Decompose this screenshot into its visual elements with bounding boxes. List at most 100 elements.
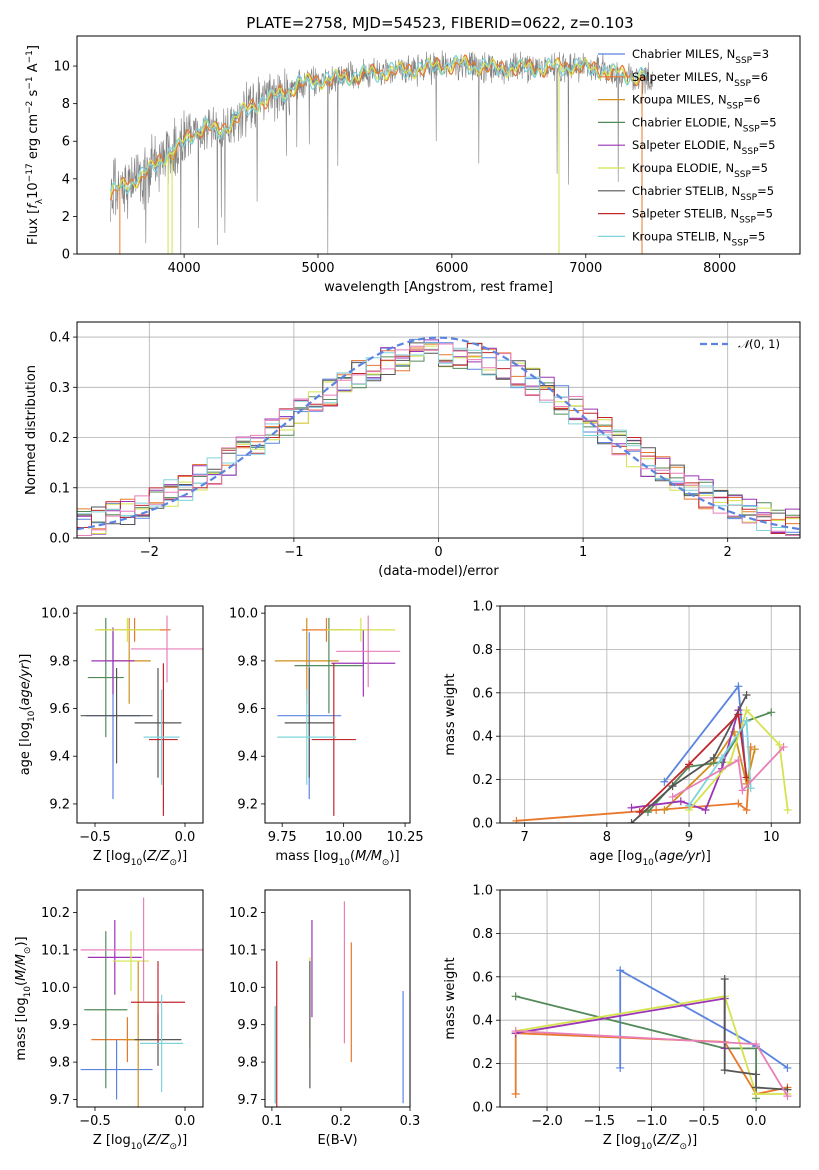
weight-marker [752, 1083, 761, 1092]
y-tick-label: 10.2 [41, 906, 70, 921]
weight_vs_Z-series [511, 966, 792, 1103]
mass_vs_ebv-axes [261, 912, 411, 1111]
y-tick-label: 10.2 [229, 906, 258, 921]
weight-marker [746, 784, 755, 793]
weight_vs_age-ylabel: mass weight [443, 673, 458, 755]
y-tick-label: 9.4 [49, 750, 70, 765]
observed-spectrum [110, 50, 653, 254]
x-tick-label: −2.0 [531, 1114, 563, 1129]
mass_vs_ebv-points [274, 901, 404, 1107]
age_vs_Z-frame [76, 605, 204, 824]
weight-marker [783, 1063, 792, 1072]
y-tick-label: 9.7 [49, 1093, 70, 1108]
x-tick-label: −1 [284, 545, 303, 560]
y-tick-label: 10.0 [41, 607, 70, 622]
histogram-steps [77, 336, 800, 536]
weight-line [688, 718, 752, 807]
spectrum-ylabel: Flux [fλ10−17 erg cm−2 s−1 A−1] [25, 45, 45, 245]
weight-marker [512, 816, 521, 823]
y-tick-label: 9.8 [237, 654, 258, 669]
weight-marker [734, 756, 743, 765]
y-tick-label: 10.1 [41, 943, 70, 958]
y-tick-label: 2 [62, 210, 70, 225]
legend-entry: Kroupa STELIB, NSSP=5 [632, 229, 765, 248]
x-tick-label: 7000 [569, 261, 602, 276]
mass-vs-Z-xlabel: Z [log10(Z/Z⊙)] [93, 1133, 187, 1152]
weight_vs_age-frame [499, 605, 801, 824]
y-tick-label: 10.0 [229, 981, 258, 996]
normal-curve [77, 336, 800, 531]
weight_vs_Z-frame [499, 889, 801, 1108]
x-tick-label: 0.0 [175, 1114, 196, 1129]
weight-marker [742, 706, 751, 715]
x-tick-label: 9.75 [268, 830, 297, 845]
mass-vs-Z-ylabel: mass [log10(M/M⊙)] [14, 936, 33, 1060]
weight-marker [511, 1089, 520, 1098]
y-tick-label: 9.9 [49, 1018, 70, 1033]
weight-marker [627, 819, 636, 823]
y-tick-label: 0.0 [472, 817, 493, 832]
legend-entry: Chabrier STELIB, NSSP=5 [632, 184, 774, 203]
y-tick-label: 8 [62, 97, 70, 112]
age_vs_mass-frame [264, 605, 411, 824]
weight-marker [635, 808, 644, 817]
weight-marker [752, 1040, 761, 1049]
y-tick-label: 6 [62, 135, 70, 150]
weight-marker [783, 805, 792, 814]
y-tick-label: 9.8 [49, 1056, 70, 1071]
figure-title: PLATE=2758, MJD=54523, FIBERID=0622, z=0… [246, 14, 633, 32]
age_vs_Z-points [80, 615, 203, 816]
y-tick-label: 0.2 [472, 773, 493, 788]
x-tick-label: −0.5 [688, 1114, 720, 1129]
weight-marker [717, 753, 726, 762]
y-tick-label: 10 [53, 60, 70, 75]
y-tick-label: 9.9 [237, 1018, 258, 1033]
y-tick-label: 9.7 [237, 1093, 258, 1108]
weight-marker [742, 690, 751, 699]
x-tick-label: 1 [579, 545, 587, 560]
weight-marker [779, 743, 788, 752]
x-tick-label: 2 [724, 545, 732, 560]
weight-marker [738, 786, 747, 795]
x-tick-label: 5000 [301, 261, 334, 276]
weight-marker [720, 974, 729, 983]
x-tick-label: 0.2 [331, 1114, 352, 1129]
y-tick-label: 9.2 [237, 797, 258, 812]
residuals-frame [76, 321, 801, 539]
y-tick-label: 0.6 [472, 970, 493, 985]
legend-entry: Kroupa MILES, NSSP=6 [632, 93, 760, 112]
weight-marker [752, 1070, 761, 1079]
x-tick-label: −1.5 [584, 1114, 616, 1129]
spectrum-frame [76, 35, 801, 255]
weight-marker [734, 682, 743, 691]
weight-marker [685, 760, 694, 769]
weight_vs_age-axes [496, 605, 800, 827]
weight-line [672, 746, 785, 798]
weight-line [515, 995, 788, 1095]
mass_vs_Z-axes [73, 912, 186, 1111]
weight-marker [767, 708, 776, 717]
weight-line [619, 968, 789, 1069]
weight-marker [660, 805, 669, 814]
mass-vs-ebv-xlabel: E(B-V) [317, 1133, 357, 1148]
weight-marker [742, 805, 751, 814]
legend-entry: Kroupa ELODIE, NSSP=5 [632, 161, 768, 180]
y-tick-label: 0.4 [472, 1014, 493, 1029]
weight-line [639, 712, 748, 813]
x-tick-label: −2 [140, 545, 159, 560]
x-tick-label: 0 [434, 545, 442, 560]
x-tick-label: −1.0 [636, 1114, 668, 1129]
weight-marker [627, 803, 636, 812]
weight-marker [660, 777, 669, 786]
y-tick-label: 0 [62, 248, 70, 263]
y-tick-label: 9.8 [237, 1056, 258, 1071]
weight-marker [720, 1066, 729, 1075]
x-tick-label: 0.3 [400, 1114, 421, 1129]
y-tick-label: 9.6 [237, 702, 258, 717]
y-tick-label: 0.2 [472, 1057, 493, 1072]
weight_vs_age-series [512, 682, 792, 823]
legend-entry: 𝒩(0, 1) [738, 337, 780, 351]
y-tick-label: 0.6 [472, 686, 493, 701]
y-tick-label: 1.0 [472, 884, 493, 899]
x-tick-label: 0.1 [262, 1114, 283, 1129]
